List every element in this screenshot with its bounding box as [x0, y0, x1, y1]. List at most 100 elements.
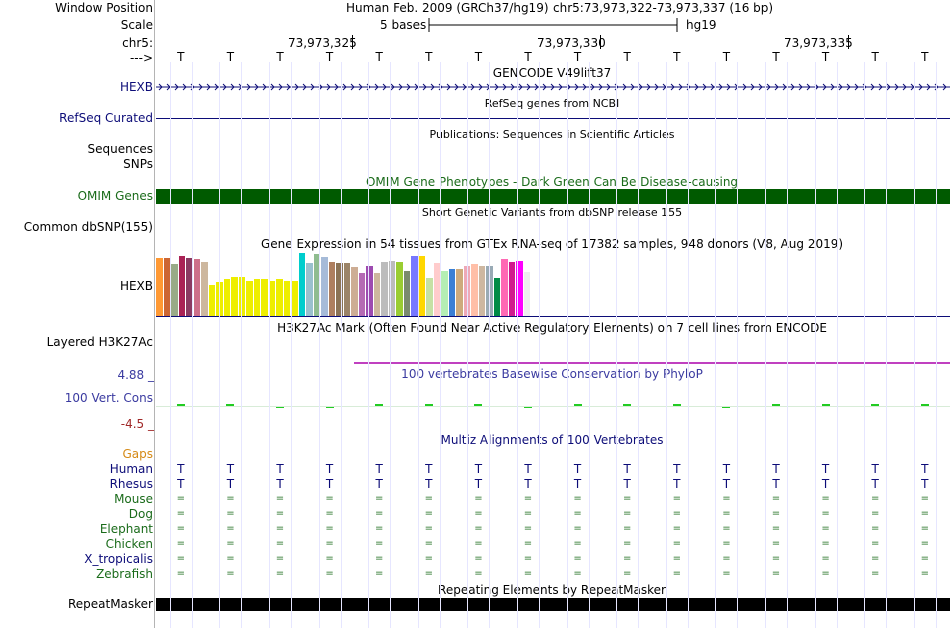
- gtex-tissue-bar[interactable]: [471, 264, 478, 316]
- gtex-tissue-bar[interactable]: [231, 277, 238, 316]
- refseq-gene-feature[interactable]: [156, 118, 950, 119]
- alignment-cell: =: [474, 508, 483, 519]
- gtex-tissue-bar[interactable]: [246, 281, 253, 316]
- strand-chevron-icon: [678, 83, 683, 91]
- species-label[interactable]: Human: [109, 462, 153, 476]
- phylop-track-label[interactable]: 100 Vert. Cons: [64, 391, 153, 405]
- gtex-tissue-bar[interactable]: [216, 282, 223, 316]
- gtex-tissue-bar[interactable]: [343, 263, 350, 316]
- omim-feature[interactable]: [156, 189, 950, 204]
- strand-chevron-icon: [358, 83, 363, 91]
- gtex-tissue-bar[interactable]: [501, 259, 508, 316]
- gtex-tissue-bar[interactable]: [253, 279, 260, 316]
- strand-chevron-icon: [254, 83, 259, 91]
- gtex-tissue-bar[interactable]: [283, 281, 290, 316]
- gtex-tissue-bar[interactable]: [478, 266, 485, 316]
- strand-chevron-icon: [886, 83, 891, 91]
- gtex-tissue-bar[interactable]: [373, 273, 380, 316]
- base-guide-line: [219, 62, 221, 628]
- gtex-tissue-bar[interactable]: [261, 279, 268, 316]
- gtex-tissue-bar[interactable]: [306, 263, 313, 316]
- gtex-tissue-bar[interactable]: [328, 262, 335, 316]
- base-guide-line: [616, 62, 618, 628]
- gtex-tissue-bar[interactable]: [441, 271, 448, 316]
- repeatmasker-feature[interactable]: [156, 598, 950, 611]
- strand-chevron-icon: [838, 83, 843, 91]
- strand-chevron-icon: [630, 83, 635, 91]
- gtex-tissue-bar[interactable]: [291, 281, 298, 316]
- repeatmasker-track-label[interactable]: RepeatMasker: [67, 597, 153, 611]
- publications-track-label-2[interactable]: SNPs: [123, 157, 153, 171]
- alignment-cell: T: [375, 477, 383, 491]
- gtex-tissue-bar[interactable]: [358, 273, 365, 316]
- alignment-cell: =: [672, 493, 681, 504]
- gtex-tissue-bar[interactable]: [411, 256, 418, 316]
- species-label[interactable]: Elephant: [99, 522, 153, 536]
- base-guide-line: [864, 62, 866, 628]
- gtex-tissue-bar[interactable]: [351, 267, 358, 316]
- gtex-tissue-bar[interactable]: [321, 257, 328, 316]
- gtex-tissue-bar[interactable]: [493, 278, 500, 316]
- gtex-tissue-bar[interactable]: [156, 258, 163, 316]
- gtex-tissue-bar[interactable]: [201, 262, 208, 316]
- base-letter: T: [921, 50, 929, 64]
- strand-chevron-icon: [894, 83, 899, 91]
- species-label[interactable]: X_tropicalis: [84, 552, 153, 566]
- phylop-score-mark: [772, 404, 780, 407]
- gtex-tissue-bar[interactable]: [516, 261, 523, 316]
- gtex-track-label[interactable]: HEXB: [119, 279, 153, 293]
- phylop-score-mark: [573, 404, 582, 407]
- gtex-tissue-bar[interactable]: [426, 278, 433, 316]
- gtex-tissue-bar[interactable]: [403, 271, 410, 316]
- gtex-tissue-bar[interactable]: [208, 285, 215, 316]
- base-letter: T: [623, 50, 631, 64]
- alignment-cell: =: [870, 538, 880, 549]
- gtex-tissue-bar[interactable]: [276, 279, 283, 316]
- gtex-tissue-bar[interactable]: [186, 258, 193, 316]
- gtex-tissue-bar[interactable]: [313, 254, 320, 316]
- alignment-cell: =: [523, 493, 533, 504]
- gtex-tissue-bar[interactable]: [456, 269, 463, 316]
- species-label[interactable]: Dog: [128, 507, 153, 521]
- publications-track-label[interactable]: Sequences: [87, 142, 153, 156]
- gtex-tissue-bar[interactable]: [448, 269, 455, 316]
- gtex-tissue-bar[interactable]: [193, 259, 200, 316]
- gtex-tissue-bar[interactable]: [336, 263, 343, 316]
- species-label[interactable]: Chicken: [105, 537, 153, 551]
- gtex-tissue-bar[interactable]: [486, 266, 493, 316]
- strand-chevron-icon: [462, 83, 467, 91]
- gtex-tissue-bar[interactable]: [433, 263, 440, 316]
- strand-chevron-icon: [286, 83, 291, 91]
- gtex-tissue-bar[interactable]: [381, 262, 388, 316]
- gtex-tissue-bar[interactable]: [171, 264, 178, 316]
- gtex-tissue-bar[interactable]: [388, 261, 395, 316]
- gtex-tissue-bar[interactable]: [163, 258, 170, 316]
- alignment-cell: =: [821, 538, 830, 549]
- omim-track-label[interactable]: OMIM Genes: [77, 189, 153, 203]
- gencode-track-label[interactable]: HEXB: [119, 80, 153, 94]
- alignment-cell: T: [226, 477, 235, 491]
- species-label[interactable]: Zebrafish: [96, 567, 153, 581]
- strand-chevron-icon: [582, 83, 587, 91]
- window-position-label: Window Position: [55, 1, 153, 15]
- gtex-tissue-bar[interactable]: [366, 266, 373, 316]
- gtex-tissue-bar[interactable]: [396, 262, 403, 316]
- gtex-tissue-bar[interactable]: [418, 256, 425, 316]
- gtex-tissue-bar[interactable]: [178, 256, 185, 316]
- gtex-tissue-bar[interactable]: [223, 279, 230, 316]
- phylop-score-mark: [623, 404, 632, 407]
- gtex-tissue-bar[interactable]: [523, 272, 530, 316]
- species-label[interactable]: Mouse: [114, 492, 153, 506]
- gencode-gene-feature[interactable]: [156, 80, 950, 94]
- h3k27ac-track-label[interactable]: Layered H3K27Ac: [46, 335, 153, 349]
- gtex-tissue-bar[interactable]: [508, 262, 515, 316]
- dbsnp-track-label[interactable]: Common dbSNP(155): [23, 220, 153, 234]
- refseq-track-label[interactable]: RefSeq Curated: [59, 111, 153, 125]
- species-label[interactable]: Rhesus: [109, 477, 153, 491]
- gtex-tissue-bar[interactable]: [298, 253, 305, 316]
- alignment-cell: T: [573, 477, 582, 491]
- base-guide-line: [517, 62, 518, 628]
- gtex-tissue-bar[interactable]: [463, 266, 470, 316]
- gtex-tissue-bar[interactable]: [268, 281, 275, 316]
- gencode-title: GENCODE V49lift37: [492, 66, 612, 80]
